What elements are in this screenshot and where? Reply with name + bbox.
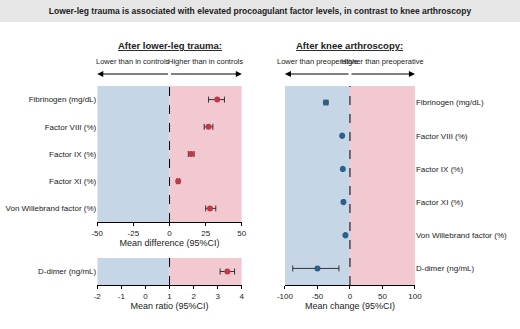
svg-text:Mean change (95%CI): Mean change (95%CI) (305, 301, 395, 311)
svg-text:Lower than in controls: Lower than in controls (96, 57, 170, 66)
svg-text:Lower than preoperative: Lower than preoperative (277, 57, 358, 66)
svg-text:Von Willebrand factor (%): Von Willebrand factor (%) (416, 231, 507, 240)
svg-text:Factor VIII (%): Factor VIII (%) (416, 132, 468, 141)
svg-text:0: 0 (348, 292, 353, 301)
svg-text:100: 100 (408, 292, 422, 301)
svg-text:Von Willebrand factor (%): Von Willebrand factor (%) (6, 204, 97, 213)
svg-text:Factor IX (%): Factor IX (%) (49, 150, 96, 159)
svg-text:25: 25 (201, 229, 210, 238)
svg-text:0: 0 (143, 292, 148, 301)
svg-text:Higher than preoperative: Higher than preoperative (341, 57, 424, 66)
svg-text:Factor XI (%): Factor XI (%) (416, 198, 463, 207)
svg-text:Factor XI (%): Factor XI (%) (49, 177, 96, 186)
svg-text:After lower-leg trauma:: After lower-leg trauma: (118, 40, 222, 51)
svg-text:D-dimer (ng/mL): D-dimer (ng/mL) (38, 267, 97, 276)
svg-text:Factor VIII (%): Factor VIII (%) (45, 123, 97, 132)
svg-text:Higher than in controls: Higher than in controls (168, 57, 243, 66)
svg-text:50: 50 (378, 292, 387, 301)
svg-text:D-dimer (ng/mL): D-dimer (ng/mL) (416, 264, 475, 273)
svg-text:-25: -25 (128, 229, 140, 238)
svg-text:4: 4 (240, 292, 245, 301)
svg-text:Mean ratio (95%CI): Mean ratio (95%CI) (131, 301, 209, 311)
svg-text:50: 50 (237, 229, 246, 238)
svg-text:-2: -2 (94, 292, 102, 301)
svg-text:Factor IX (%): Factor IX (%) (416, 165, 463, 174)
svg-text:-50: -50 (91, 229, 103, 238)
svg-text:-50: -50 (312, 292, 324, 301)
svg-text:Mean difference (95%CI): Mean difference (95%CI) (120, 238, 220, 248)
svg-text:0: 0 (167, 229, 172, 238)
svg-text:Fibrinogen (mg/dL): Fibrinogen (mg/dL) (29, 95, 97, 104)
svg-text:1: 1 (167, 292, 172, 301)
svg-text:2: 2 (191, 292, 196, 301)
svg-text:-1: -1 (118, 292, 126, 301)
svg-text:Fibrinogen (mg/dL): Fibrinogen (mg/dL) (416, 98, 484, 107)
svg-text:3: 3 (215, 292, 220, 301)
svg-text:-100: -100 (277, 292, 294, 301)
svg-text:Lower-leg trauma is associated: Lower-leg trauma is associated with elev… (49, 6, 472, 16)
svg-text:After knee arthroscopy:: After knee arthroscopy: (296, 40, 403, 51)
